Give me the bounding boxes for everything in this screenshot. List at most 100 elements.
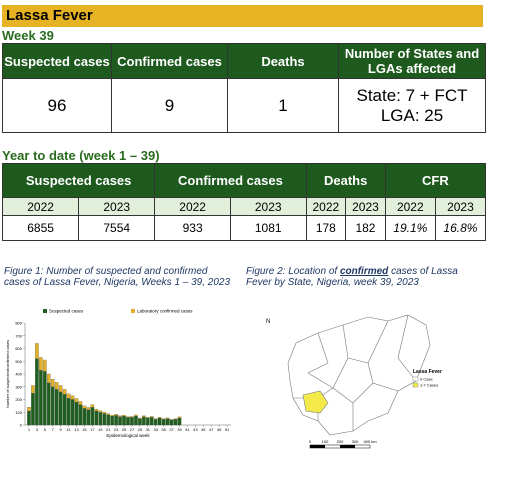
bar-segment [161,419,166,426]
bar-segment [102,413,107,426]
affected-states [302,390,329,414]
x-tick-label: 21 [106,427,111,432]
bar-segment [149,417,154,426]
header-cell: Suspected cases [1,163,156,198]
year-cell: 2022 [305,197,347,216]
year-cell: 2023 [434,197,487,216]
bar-segment [70,399,75,426]
y-tick-label: 500 [15,359,22,364]
x-tick-label: 31 [146,427,151,432]
year-cell: 2022 [384,197,436,216]
bar-segment [110,415,114,426]
bar-segment [54,382,59,390]
x-tick-label: 11 [66,427,71,432]
x-tick-label: 9 [60,427,63,432]
scale-bar [310,445,325,448]
x-tick-label: 35 [161,427,166,432]
bar-segment [118,416,122,426]
bar-segment [157,417,162,426]
bar-segment [149,416,154,418]
header-cell: Suspected cases [2,43,112,79]
y-tick-label: 100 [15,410,22,415]
compass: N [266,319,270,325]
bar-segment [35,343,39,359]
legend-swatch [412,376,419,382]
figure-caption: Figure 2: Location of confirmed cases of… [246,266,466,288]
cell: 9 [111,78,228,133]
header-cell: Confirmed cases [154,163,307,198]
scale-label: 300 [352,439,359,444]
x-tick-label: 43 [193,427,198,432]
bar-segment [94,408,99,412]
x-tick-label: 15 [82,427,87,432]
bar-segment [54,389,59,426]
bar-segment [114,414,118,416]
week-title: Week 39 [2,28,54,43]
x-tick-label: 41 [185,427,190,432]
figure-caption: Figure 1: Number of suspected and confir… [4,266,231,288]
bar-segment [134,415,138,426]
bar-segment [90,407,95,426]
bar-segment [146,417,150,426]
cell: 1081 [229,215,307,241]
caption-part: Figure 2: Location of [246,266,340,277]
cell: State: 7 + FCT LGA: 25 [338,78,486,133]
x-tick-label: 17 [90,427,95,432]
bar-segment [90,404,95,408]
bar-segment [27,407,31,412]
bar-segment [31,385,35,394]
bar-segment [106,414,110,426]
bar-segment [138,417,142,419]
bar-segment [102,411,107,414]
bar-segment [114,415,118,426]
y-tick-label: 400 [15,372,22,377]
cell: 96 [2,78,112,133]
bar-segment [153,418,158,420]
bar-segment [58,391,63,426]
year-cell: 2023 [345,197,386,216]
x-tick-label: 19 [98,427,103,432]
x-tick-label: 1 [28,427,31,432]
caption-part: cases of Lassa Fever by State, Nigeria, … [246,266,458,288]
bar-segment [142,416,146,426]
bar-segment [126,416,130,418]
bar-segment [98,410,103,413]
legend-swatch [43,309,47,313]
bar-segment [110,414,114,417]
bar-segment [130,416,134,418]
cell-line: LGA: 25 [380,105,444,125]
x-tick-label: 47 [209,427,214,432]
bar-segment [118,415,122,417]
scale-bar [340,445,355,448]
bar-segment [169,419,174,420]
legend-label: Laboratory confirmed cases [137,309,193,314]
x-tick-label: 27 [130,427,135,432]
x-tick-label: 13 [74,427,79,432]
x-tick-label: 45 [201,427,206,432]
y-tick-label: 300 [15,384,22,389]
header-cell: CFR [384,163,487,198]
year-cell: 2023 [78,197,156,216]
header-cell: Confirmed cases [111,43,228,79]
legend-swatch [412,382,419,388]
bar-segment [146,417,150,419]
bar-segment [142,415,146,417]
bar-segment [78,404,83,426]
legend-swatch [131,309,135,313]
x-tick-label: 29 [138,427,143,432]
bar-segment [39,357,43,371]
x-tick-label: 5 [44,427,47,432]
header-cell: Number of States and LGAs affected [338,43,486,79]
y-tick-label: 200 [15,397,22,402]
map: N Lassa Fever 0 Case 1-7 Cases 0 100 200 30… [266,314,442,449]
bar-segment [177,417,182,426]
bar-segment [82,405,87,409]
bar-segment [43,371,47,426]
bar-segment [173,419,178,426]
caption-part: confirmed [339,266,389,277]
cell: 1 [227,78,339,133]
bar-segment [173,418,178,420]
country-outline [287,314,431,436]
